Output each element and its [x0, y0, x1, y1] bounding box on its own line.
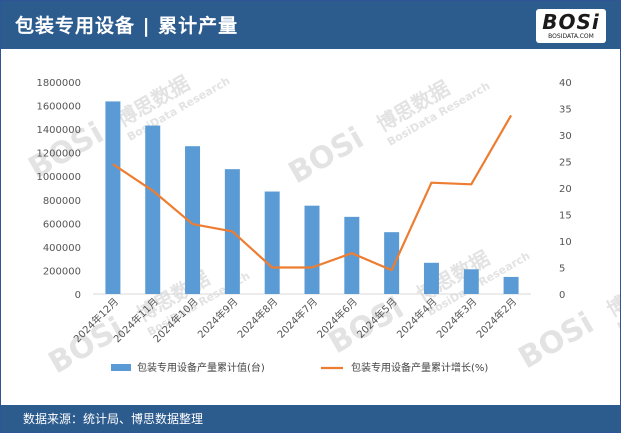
watermark-brand: BOSi: [513, 306, 600, 376]
x-tick-label: 2024年8月: [234, 295, 280, 341]
left-tick-label: 800000: [43, 196, 81, 207]
right-tick-label: 0: [559, 290, 565, 301]
right-tick-label: 5: [559, 264, 565, 275]
watermark-cn: 博思数据: [602, 261, 620, 322]
logo-mark: BOSi: [542, 10, 600, 34]
right-tick-label: 30: [559, 131, 572, 142]
bar: [304, 205, 320, 294]
bar: [344, 216, 360, 294]
bar: [105, 101, 121, 294]
bar: [423, 262, 439, 294]
left-tick-label: 600000: [43, 219, 81, 230]
footer-bar: 数据来源：统计局、博思数据整理: [1, 405, 620, 432]
bar: [463, 269, 479, 294]
legend-bar-swatch: [111, 364, 131, 371]
right-tick-label: 40: [559, 78, 572, 89]
left-tick-label: 1600000: [36, 102, 81, 113]
left-tick-label: 1800000: [36, 78, 81, 89]
bar: [503, 276, 519, 294]
right-tick-label: 20: [559, 184, 572, 195]
left-tick-label: 1400000: [36, 125, 81, 136]
left-tick-label: 0: [75, 290, 81, 301]
right-tick-label: 35: [559, 105, 572, 116]
x-tick-label: 2024年7月: [274, 295, 320, 341]
x-tick-label: 2024年2月: [473, 295, 519, 341]
watermark-brand: BOSi: [283, 121, 370, 191]
bar: [185, 146, 201, 294]
data-source: 数据来源：统计局、博思数据整理: [23, 412, 204, 426]
bar: [264, 191, 280, 294]
right-tick-label: 15: [559, 211, 572, 222]
bar: [145, 125, 161, 294]
left-tick-label: 400000: [43, 243, 81, 254]
legend-bar-label: 包装专用设备产量累计值(台): [137, 361, 265, 374]
header-bar: 包装专用设备 | 累计产量 BOSi BOSIDATA.COM: [1, 1, 620, 49]
left-tick-label: 1200000: [36, 149, 81, 160]
logo-subtitle: BOSIDATA.COM: [548, 33, 594, 40]
left-tick-label: 1000000: [36, 172, 81, 183]
bosi-logo: BOSi BOSIDATA.COM: [536, 9, 606, 43]
right-axis: 0 5 10 15 20 25 30 35 40: [559, 78, 572, 301]
legend-line-label: 包装专用设备产量累计增长(%): [351, 361, 488, 374]
growth-line: [112, 114, 513, 272]
page-title: 包装专用设备 | 累计产量: [15, 15, 239, 37]
bar: [384, 232, 400, 294]
right-tick-label: 10: [559, 237, 572, 248]
right-tick-label: 25: [559, 158, 572, 169]
chart-legend: 包装专用设备产量累计值(台) 包装专用设备产量累计增长(%): [111, 361, 488, 374]
left-tick-label: 200000: [43, 266, 81, 277]
line-series: [112, 114, 513, 272]
